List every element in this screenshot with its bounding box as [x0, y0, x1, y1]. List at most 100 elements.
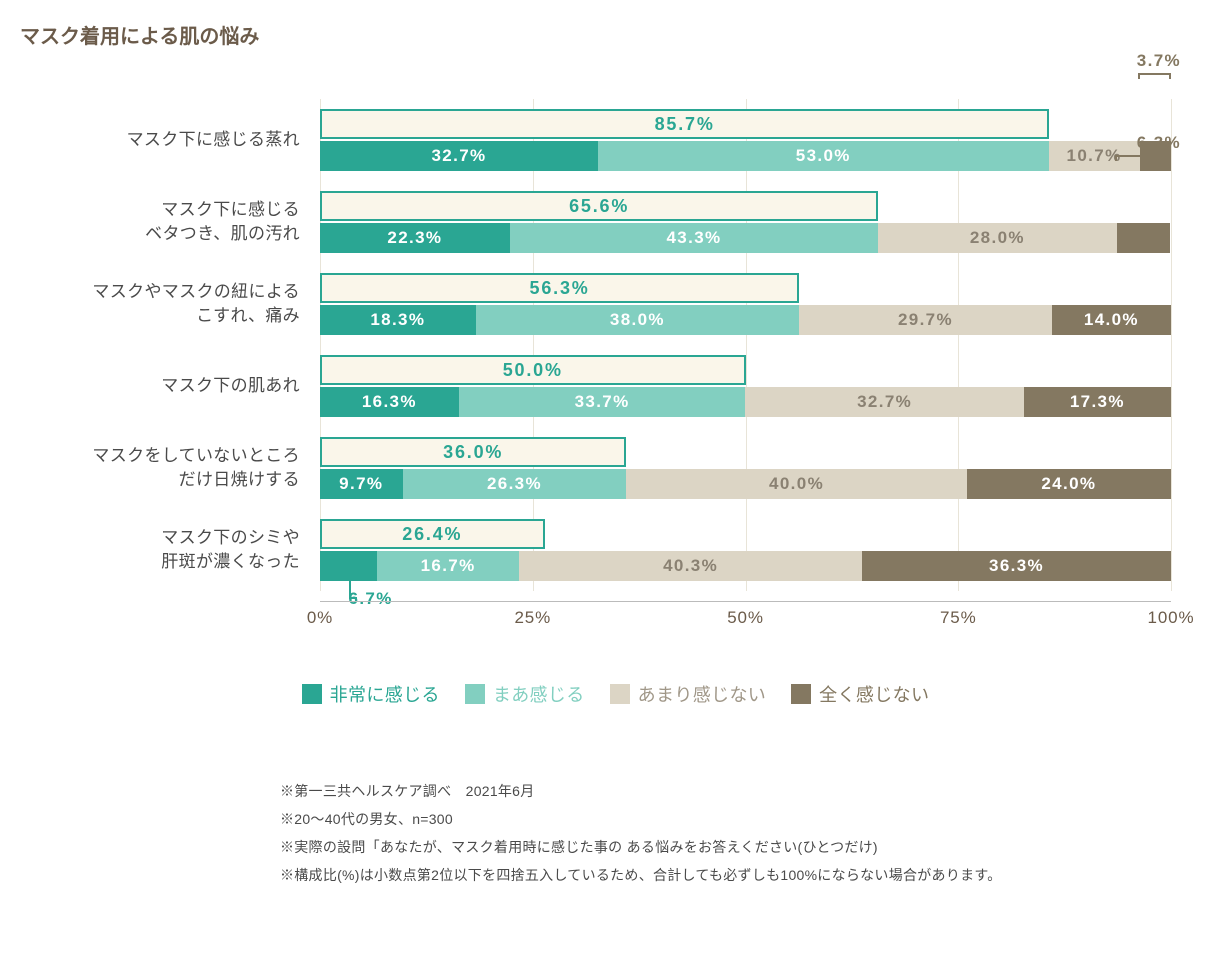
row-bars: 36.0% 9.7%26.3%40.0%24.0% [320, 437, 1171, 499]
sum-bar-label: 36.0% [443, 442, 503, 463]
gridline [533, 99, 534, 591]
callout-line [1169, 73, 1171, 79]
row-bars: 50.0% 16.3%33.7%32.7%17.3% [320, 355, 1171, 417]
legend-swatch [791, 684, 811, 704]
legend-swatch [465, 684, 485, 704]
x-tick: 0% [307, 608, 333, 628]
stacked-bar: 9.7%26.3%40.0%24.0% [320, 469, 1171, 499]
chart-row: マスクやマスクの紐によるこすれ、痛み56.3%18.3%38.0%29.7%14… [320, 273, 1171, 335]
legend-item-notatall: 全く感じない [791, 681, 929, 707]
segment-notatall: 17.3% [1024, 387, 1171, 417]
legend-label: 全く感じない [819, 681, 929, 707]
segment-somewhat: 26.3% [403, 469, 627, 499]
sum-bar-label: 26.4% [402, 524, 462, 545]
segment-notatall: 14.0% [1052, 305, 1171, 335]
segment-somewhat: 38.0% [476, 305, 799, 335]
segment-notatall: 36.3% [862, 551, 1171, 581]
row-bars: 26.4%6.7%16.7%40.3%36.3% [320, 519, 1171, 581]
legend-label: まあ感じる [493, 681, 585, 707]
stacked-bar: 18.3%38.0%29.7%14.0% [320, 305, 1171, 335]
chart-row: マスク下に感じるベタつき、肌の汚れ65.6%6.3%22.3%43.3%28.0… [320, 191, 1171, 253]
segment-somewhat: 53.0% [598, 141, 1049, 171]
chart-row: マスク下のシミや肝斑が濃くなった26.4%6.7%16.7%40.3%36.3% [320, 519, 1171, 581]
chart-row: マスク下の肌あれ50.0%16.3%33.7%32.7%17.3% [320, 355, 1171, 417]
chart-container: マスク下に感じる蒸れ85.7%3.7%32.7%53.0%10.7%マスク下に感… [20, 109, 1211, 631]
segment-very: 9.7% [320, 469, 403, 499]
legend-swatch [610, 684, 630, 704]
row-label: マスク下の肌あれ [40, 374, 320, 398]
x-tick: 50% [727, 608, 764, 628]
segment-very: 22.3% [320, 223, 510, 253]
sum-bar-label: 65.6% [569, 196, 629, 217]
footnote-line: ※実際の設問「あなたが、マスク着用時に感じた事の ある悩みをお答えください(ひと… [280, 833, 1211, 861]
segment-notatall: 24.0% [967, 469, 1171, 499]
legend-item-very: 非常に感じる [302, 681, 440, 707]
callout-line [1140, 73, 1171, 75]
callout-line [1169, 155, 1171, 161]
row-label: マスクをしていないところだけ日焼けする [40, 444, 320, 492]
footnote-line: ※第一三共ヘルスケア調べ 2021年6月 [280, 777, 1211, 805]
stacked-bar: 32.7%53.0%10.7% [320, 141, 1171, 171]
callout-line [1138, 73, 1140, 79]
callout-line [1117, 155, 1171, 157]
legend-label: あまり感じない [638, 681, 767, 707]
stacked-bar: 22.3%43.3%28.0% [320, 223, 1171, 253]
callout-label: 3.7% [1137, 51, 1181, 71]
row-label: マスク下のシミや肝斑が濃くなった [40, 526, 320, 574]
gridline [1171, 99, 1172, 591]
sum-bar-label: 85.7% [655, 114, 715, 135]
sum-bar: 26.4% [320, 519, 545, 549]
x-tick: 75% [940, 608, 977, 628]
callout-line [349, 597, 357, 599]
gridlines [320, 109, 1171, 581]
sum-bar: 56.3% [320, 273, 799, 303]
row-bars: 65.6%6.3%22.3%43.3%28.0% [320, 191, 1171, 253]
x-tick: 100% [1148, 608, 1195, 628]
segment-somewhat: 33.7% [459, 387, 746, 417]
callout-label: 6.3% [1137, 133, 1181, 153]
segment-notmuch: 40.3% [519, 551, 862, 581]
chart-title: マスク着用による肌の悩み [20, 20, 1211, 49]
row-bars: 56.3% 18.3%38.0%29.7%14.0% [320, 273, 1171, 335]
legend-swatch [302, 684, 322, 704]
segment-notmuch: 29.7% [799, 305, 1052, 335]
chart-row: マスクをしていないところだけ日焼けする36.0%9.7%26.3%40.0%24… [320, 437, 1171, 499]
segment-somewhat: 16.7% [377, 551, 519, 581]
segment-very: 18.3% [320, 305, 476, 335]
sum-bar: 36.0% [320, 437, 626, 467]
sum-bar: 65.6% [320, 191, 878, 221]
legend-label: 非常に感じる [330, 681, 440, 707]
row-bars: 85.7%3.7%32.7%53.0%10.7% [320, 109, 1171, 171]
sum-bar-label: 50.0% [503, 360, 563, 381]
x-axis: 0%25%50%75%100% [320, 601, 1171, 631]
segment-notatall [1117, 223, 1171, 253]
legend: 非常に感じる まあ感じる あまり感じない 全く感じない [20, 681, 1211, 707]
row-label: マスクやマスクの紐によるこすれ、痛み [40, 280, 320, 328]
legend-item-somewhat: まあ感じる [465, 681, 585, 707]
segment-very [320, 551, 377, 581]
callout-line [1115, 155, 1117, 161]
sum-bar: 85.7% [320, 109, 1049, 139]
gridline [320, 99, 321, 591]
stacked-bar: 16.3%33.7%32.7%17.3% [320, 387, 1171, 417]
legend-item-notmuch: あまり感じない [610, 681, 767, 707]
sum-bar: 50.0% [320, 355, 746, 385]
segment-notmuch: 32.7% [745, 387, 1023, 417]
x-tick: 25% [514, 608, 551, 628]
footnote-line: ※構成比(%)は小数点第2位以下を四捨五入しているため、合計しても必ずしも100… [280, 861, 1211, 889]
footnotes: ※第一三共ヘルスケア調べ 2021年6月※20〜40代の男女、n=300※実際の… [280, 777, 1211, 889]
segment-notmuch: 28.0% [878, 223, 1116, 253]
stacked-bar: 16.7%40.3%36.3% [320, 551, 1171, 581]
segment-somewhat: 43.3% [510, 223, 878, 253]
segment-very: 16.3% [320, 387, 459, 417]
footnote-line: ※20〜40代の男女、n=300 [280, 805, 1211, 833]
sum-bar-label: 56.3% [530, 278, 590, 299]
gridline [958, 99, 959, 591]
chart-row: マスク下に感じる蒸れ85.7%3.7%32.7%53.0%10.7% [320, 109, 1171, 171]
gridline [746, 99, 747, 591]
row-label: マスク下に感じるベタつき、肌の汚れ [40, 198, 320, 246]
chart-rows: マスク下に感じる蒸れ85.7%3.7%32.7%53.0%10.7% マスク下に感… [320, 109, 1171, 581]
segment-notmuch: 40.0% [626, 469, 966, 499]
row-label: マスク下に感じる蒸れ [40, 128, 320, 152]
segment-very: 32.7% [320, 141, 598, 171]
